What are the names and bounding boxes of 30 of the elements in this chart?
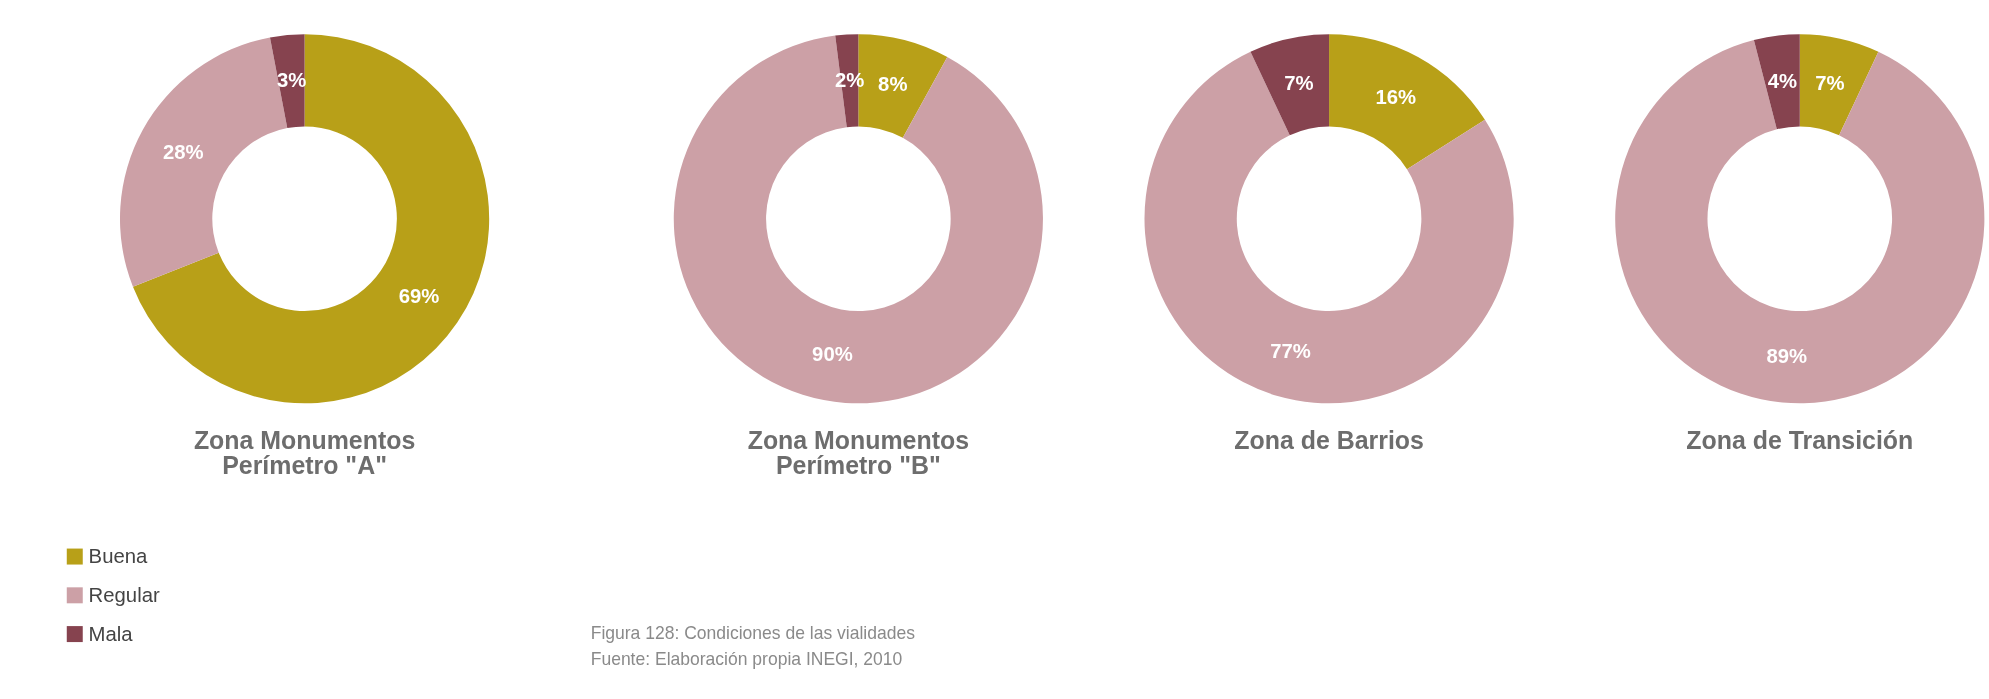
data-label: 3% bbox=[276, 69, 307, 92]
legend-label: Buena bbox=[88, 545, 149, 568]
donut-slice bbox=[269, 34, 305, 129]
donut-slice bbox=[1250, 34, 1330, 136]
donut-slice bbox=[1753, 34, 1800, 130]
text: Zona Monumentos Perímetro "B" bbox=[747, 425, 970, 480]
text: Zona de Barrios bbox=[1234, 425, 1424, 454]
donut-slice bbox=[673, 35, 1043, 404]
text: Zona Monumentos Perímetro "A" bbox=[193, 425, 416, 480]
data-label: 77% bbox=[1270, 340, 1311, 363]
source-note: Fuente: Elaboración propia INEGI, 2010 bbox=[590, 648, 903, 669]
legend-label: Regular bbox=[88, 583, 160, 606]
data-label: 28% bbox=[162, 140, 204, 163]
data-label: 4% bbox=[1767, 69, 1798, 92]
donut-slice bbox=[1329, 34, 1485, 170]
donut-slice bbox=[1799, 34, 1879, 136]
data-label: 7% bbox=[1815, 72, 1845, 95]
text: Figura 128: Condiciones de las vialidades bbox=[590, 622, 916, 643]
donut-slice bbox=[132, 34, 490, 404]
data-label: 69% bbox=[398, 285, 440, 308]
data-label: 16% bbox=[1375, 85, 1417, 108]
data-label: 7% bbox=[1284, 72, 1314, 95]
data-label: 2% bbox=[835, 69, 865, 92]
donut-slice bbox=[1144, 51, 1514, 404]
legend-label: Mala bbox=[88, 622, 134, 645]
data-label: 8% bbox=[878, 73, 908, 96]
data-label: 90% bbox=[812, 343, 853, 366]
data-label: 89% bbox=[1766, 345, 1808, 368]
donut-slice bbox=[1615, 39, 1985, 404]
text: Zona de Transición bbox=[1686, 425, 1914, 454]
